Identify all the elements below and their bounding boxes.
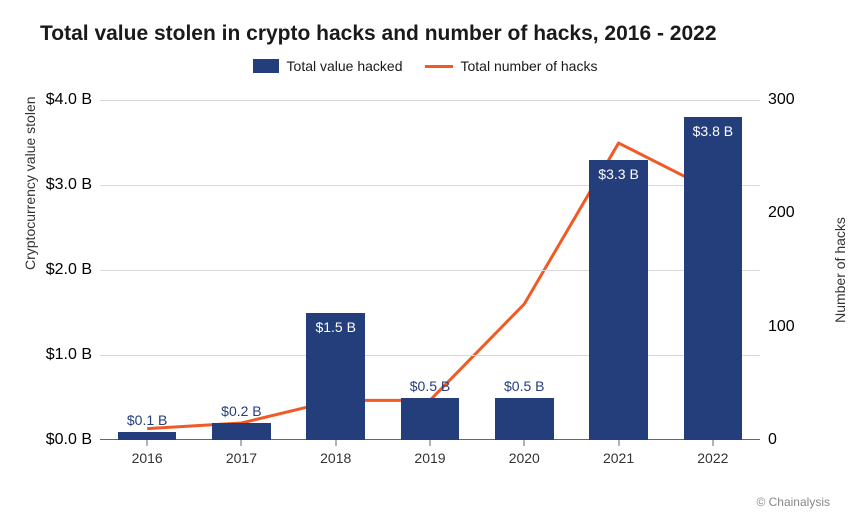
chart-title: Total value stolen in crypto hacks and n… <box>40 22 717 46</box>
legend: Total value hacked Total number of hacks <box>0 58 850 74</box>
y-left-tick: $1.0 B <box>46 346 100 364</box>
y-right-tick: 200 <box>760 204 795 222</box>
gridline <box>100 270 760 271</box>
bar: $3.3 B <box>589 160 647 441</box>
x-tick-label: 2019 <box>414 440 445 466</box>
bar: $0.5 B <box>495 398 553 441</box>
legend-item-line: Total number of hacks <box>425 58 598 74</box>
x-tick-label: 2021 <box>603 440 634 466</box>
y-axis-left-label: Cryptocurrency value stolen <box>22 96 38 270</box>
bar-value-label: $0.5 B <box>504 378 544 398</box>
y-right-tick: 0 <box>760 431 777 449</box>
bar: $3.8 B <box>684 117 742 440</box>
x-tick-label: 2016 <box>132 440 163 466</box>
gridline <box>100 185 760 186</box>
bar: $1.5 B <box>306 313 364 441</box>
bar-value-label: $3.8 B <box>693 123 733 139</box>
bar: $0.2 B <box>212 423 270 440</box>
bar-value-label: $0.1 B <box>127 412 167 432</box>
y-axis-right-label: Number of hacks <box>832 217 848 323</box>
bar: $0.5 B <box>401 398 459 441</box>
bar-value-label: $0.5 B <box>410 378 450 398</box>
y-left-tick: $3.0 B <box>46 176 100 194</box>
y-right-tick: 100 <box>760 318 795 336</box>
x-tick-label: 2018 <box>320 440 351 466</box>
y-left-tick: $4.0 B <box>46 91 100 109</box>
legend-swatch-bar <box>253 59 279 73</box>
x-tick-label: 2017 <box>226 440 257 466</box>
plot-area: $0.0 B$1.0 B$2.0 B$3.0 B$4.0 B0100200300… <box>100 100 760 440</box>
gridline <box>100 355 760 356</box>
y-left-tick: $2.0 B <box>46 261 100 279</box>
legend-item-bar: Total value hacked <box>253 58 403 74</box>
attribution: © Chainalysis <box>756 495 830 509</box>
y-right-tick: 300 <box>760 91 795 109</box>
y-left-tick: $0.0 B <box>46 431 100 449</box>
x-tick-label: 2020 <box>509 440 540 466</box>
bar-value-label: $0.2 B <box>221 403 261 423</box>
bar-value-label: $1.5 B <box>315 319 355 335</box>
legend-bar-label: Total value hacked <box>287 58 403 74</box>
x-tick-label: 2022 <box>697 440 728 466</box>
legend-line-label: Total number of hacks <box>461 58 598 74</box>
bar-value-label: $3.3 B <box>598 166 638 182</box>
legend-swatch-line <box>425 65 453 68</box>
gridline <box>100 100 760 101</box>
bar: $0.1 B <box>118 432 176 441</box>
